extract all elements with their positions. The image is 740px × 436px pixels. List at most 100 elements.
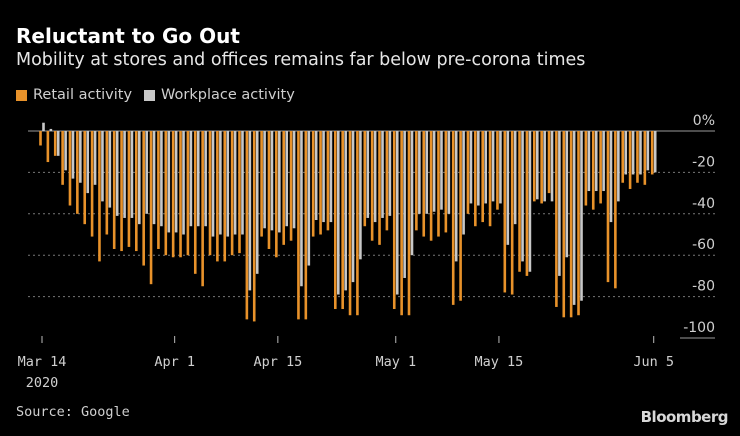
bar-workplace xyxy=(462,131,465,235)
y-tick-label: -100 xyxy=(683,320,715,336)
bar-workplace xyxy=(624,131,628,175)
bar-workplace xyxy=(344,131,347,291)
bar-retail xyxy=(223,131,227,262)
bar-workplace xyxy=(491,131,495,202)
bar-workplace xyxy=(639,131,642,175)
bar-retail xyxy=(105,131,109,235)
bar-workplace xyxy=(196,131,200,227)
y-tick-label: -20 xyxy=(692,154,715,170)
bar-retail xyxy=(61,131,64,185)
bar-retail xyxy=(415,131,418,231)
bar-workplace xyxy=(278,131,281,233)
bar-retail xyxy=(510,131,514,295)
bar-retail xyxy=(319,131,322,235)
bar-workplace xyxy=(565,131,569,258)
bar-retail xyxy=(370,131,374,241)
bar-retail xyxy=(39,131,42,146)
bar-retail xyxy=(400,131,403,316)
x-tick-label: May 1 xyxy=(375,354,416,370)
bar-retail xyxy=(577,131,580,316)
bar-retail xyxy=(90,131,94,237)
x-tick-label: Jun 5 xyxy=(633,354,674,370)
bar-retail xyxy=(341,131,344,310)
bar-workplace xyxy=(101,131,104,202)
y-tick-label: -60 xyxy=(692,237,715,253)
bar-retail xyxy=(378,131,381,245)
bar-retail xyxy=(275,131,278,258)
bar-retail xyxy=(76,131,79,214)
bar-workplace xyxy=(388,131,392,216)
bar-workplace xyxy=(42,122,45,131)
bar-retail xyxy=(356,131,359,316)
legend-item-workplace: Workplace activity xyxy=(144,87,295,103)
bar-retail xyxy=(429,131,433,241)
bar-retail xyxy=(311,131,315,237)
source-note: Source: Google xyxy=(16,404,130,420)
bar-workplace xyxy=(506,131,510,245)
bar-retail xyxy=(392,131,396,310)
chart-title: Reluctant to Go Out xyxy=(16,24,240,48)
bar-retail xyxy=(46,131,50,163)
bar-retail xyxy=(525,131,529,276)
bar-workplace xyxy=(292,131,296,229)
bar-workplace xyxy=(152,131,156,225)
chart-subtitle: Mobility at stores and offices remains f… xyxy=(16,50,586,70)
bar-retail xyxy=(112,131,116,249)
bar-workplace xyxy=(587,131,591,192)
legend-swatch-retail xyxy=(16,89,27,101)
bar-retail xyxy=(127,131,131,247)
bar-retail xyxy=(216,131,219,262)
bar-retail xyxy=(466,131,470,214)
bar-workplace xyxy=(617,131,620,202)
bar-workplace xyxy=(366,131,370,218)
bar-workplace xyxy=(167,131,171,233)
bar-workplace xyxy=(182,131,185,235)
bar-workplace xyxy=(521,131,524,262)
bar-retail xyxy=(599,131,602,204)
bar-retail xyxy=(636,131,639,183)
x-tick-year-label: 2020 xyxy=(26,375,59,391)
bar-retail xyxy=(532,131,536,202)
bar-workplace xyxy=(373,131,377,223)
bar-workplace xyxy=(160,131,163,227)
bar-workplace xyxy=(263,131,266,229)
bar-retail xyxy=(474,131,477,227)
bar-retail xyxy=(451,131,455,305)
bar-workplace xyxy=(543,131,546,202)
bar-workplace xyxy=(93,131,97,185)
bar-workplace xyxy=(432,131,436,212)
bar-retail xyxy=(201,131,204,287)
bar-retail xyxy=(496,131,499,210)
x-tick-label: Apr 1 xyxy=(154,354,195,370)
bar-retail xyxy=(135,131,138,252)
bar-workplace xyxy=(535,131,539,200)
bloomberg-logo: Bloomberg xyxy=(640,408,729,426)
bar-workplace xyxy=(594,131,598,192)
bar-retail xyxy=(407,131,411,316)
bar-retail xyxy=(164,131,168,256)
bar-workplace xyxy=(285,131,289,227)
bar-retail xyxy=(547,131,551,194)
y-tick-label: 0% xyxy=(693,113,715,129)
bar-workplace xyxy=(255,131,259,274)
bar-workplace xyxy=(71,131,75,179)
bar-workplace xyxy=(115,131,119,216)
bar-retail xyxy=(142,131,145,266)
bar-workplace xyxy=(609,131,613,223)
bar-workplace xyxy=(653,131,657,173)
bar-workplace xyxy=(454,131,458,262)
bar-workplace xyxy=(447,131,451,214)
bar-retail xyxy=(193,131,197,274)
bar-workplace xyxy=(631,131,635,175)
bar-workplace xyxy=(174,131,178,233)
bar-retail xyxy=(230,131,234,256)
bar-retail xyxy=(208,131,212,256)
bar-workplace xyxy=(130,131,134,218)
bar-workplace xyxy=(307,131,311,266)
bar-retail xyxy=(437,131,440,237)
bar-workplace xyxy=(646,131,650,171)
legend-item-retail: Retail activity xyxy=(16,87,132,103)
bar-workplace xyxy=(314,131,318,221)
bar-workplace xyxy=(233,131,237,235)
